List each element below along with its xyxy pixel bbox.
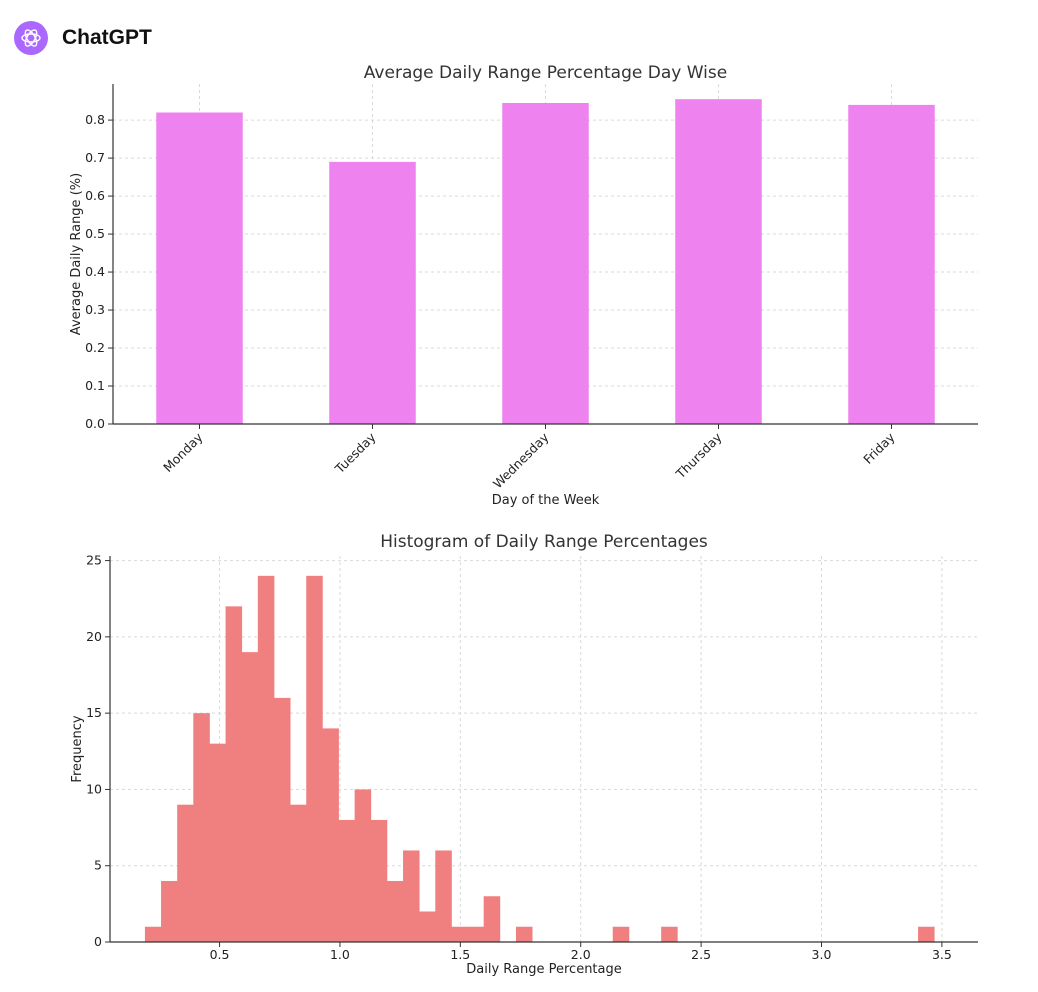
bar-monday <box>156 112 243 424</box>
histogram-bin <box>661 926 678 942</box>
histogram-bin <box>257 575 275 942</box>
y-tick-label: 0.3 <box>85 302 105 317</box>
histogram-bin <box>515 926 533 942</box>
histogram-bin <box>161 880 178 942</box>
y-axis-label: Frequency <box>70 715 85 782</box>
histogram-bin <box>193 713 210 942</box>
y-tick-label: 15 <box>86 705 102 720</box>
histogram-bin <box>386 880 404 942</box>
x-tick-label: 0.5 <box>210 947 230 962</box>
openai-logo-glyph <box>21 29 41 47</box>
histogram-bin <box>322 728 339 942</box>
bar-chart-daily-range: 0.0 0.1 0.2 0.3 0.4 0.5 0.6 0.7 0.8 Monday Tuesday… <box>69 63 978 508</box>
y-tick-label: 0.4 <box>85 264 105 279</box>
x-tick-label: Wednesday <box>490 429 552 491</box>
histogram-bin <box>354 789 372 942</box>
y-tick-label: 0.2 <box>85 340 105 355</box>
x-tick-label: 1.0 <box>330 947 350 962</box>
y-tick-label: 0.6 <box>85 188 105 203</box>
x-axis-label: Day of the Week <box>492 493 600 508</box>
histogram-daily-range: 0 5 10 15 20 25 0.5 1.0 1.5 2.0 2.5 3.0 3.5 Histogram… <box>70 532 978 977</box>
x-tick-label: 1.5 <box>450 947 470 962</box>
histogram-bin <box>209 743 226 942</box>
x-tick-label: Monday <box>160 429 206 475</box>
histogram-bin <box>338 819 356 942</box>
histogram-bin <box>435 850 452 942</box>
chart-title: Average Daily Range Percentage Day Wise <box>364 63 727 83</box>
y-tick-label: 0.1 <box>85 378 105 393</box>
y-tick-label: 5 <box>94 858 102 873</box>
histogram-bin <box>403 850 420 942</box>
app-name: ChatGPT <box>62 26 152 49</box>
y-tick-label: 0 <box>94 934 102 949</box>
histogram-bin <box>612 926 630 942</box>
y-axis-label: Average Daily Range (%) <box>69 173 84 335</box>
y-tick-label: 0.7 <box>85 150 105 165</box>
y-tick-label: 20 <box>86 629 102 644</box>
x-tick-label: Friday <box>860 429 898 467</box>
histogram-bin <box>419 911 436 942</box>
x-axis-label: Daily Range Percentage <box>466 962 622 977</box>
histogram-bin <box>467 926 485 942</box>
x-tick-label: 2.0 <box>571 947 591 962</box>
histogram-bin <box>225 606 243 942</box>
openai-logo-icon <box>14 21 48 55</box>
x-tick-label: 3.5 <box>932 947 952 962</box>
bar-tuesday <box>329 161 416 424</box>
x-tick-label: Tuesday <box>331 429 379 477</box>
histogram-bin <box>144 926 162 942</box>
app-header: ChatGPT <box>14 20 152 56</box>
y-tick-label: 0.5 <box>85 226 105 241</box>
histogram-bin <box>241 652 259 942</box>
histogram-bin <box>451 926 468 942</box>
histogram-bin <box>273 697 291 942</box>
bar-wednesday <box>502 102 589 424</box>
histogram-bin <box>306 575 323 942</box>
y-tick-label: 0.0 <box>85 416 105 431</box>
y-tick-label: 0.8 <box>85 112 105 127</box>
histogram-bin <box>483 896 501 942</box>
x-tick-label: Thursday <box>672 429 725 482</box>
bar-friday <box>848 104 935 424</box>
x-tick-label: 2.5 <box>691 947 711 962</box>
histogram-bin <box>177 804 194 942</box>
bar-thursday <box>675 99 762 424</box>
chart-title: Histogram of Daily Range Percentages <box>380 532 708 552</box>
x-tick-label: 3.0 <box>812 947 832 962</box>
y-tick-label: 10 <box>86 781 102 796</box>
histogram-bin <box>918 926 935 942</box>
histogram-bin <box>370 819 388 942</box>
histogram-bin <box>290 804 307 942</box>
y-tick-label: 25 <box>86 553 102 568</box>
